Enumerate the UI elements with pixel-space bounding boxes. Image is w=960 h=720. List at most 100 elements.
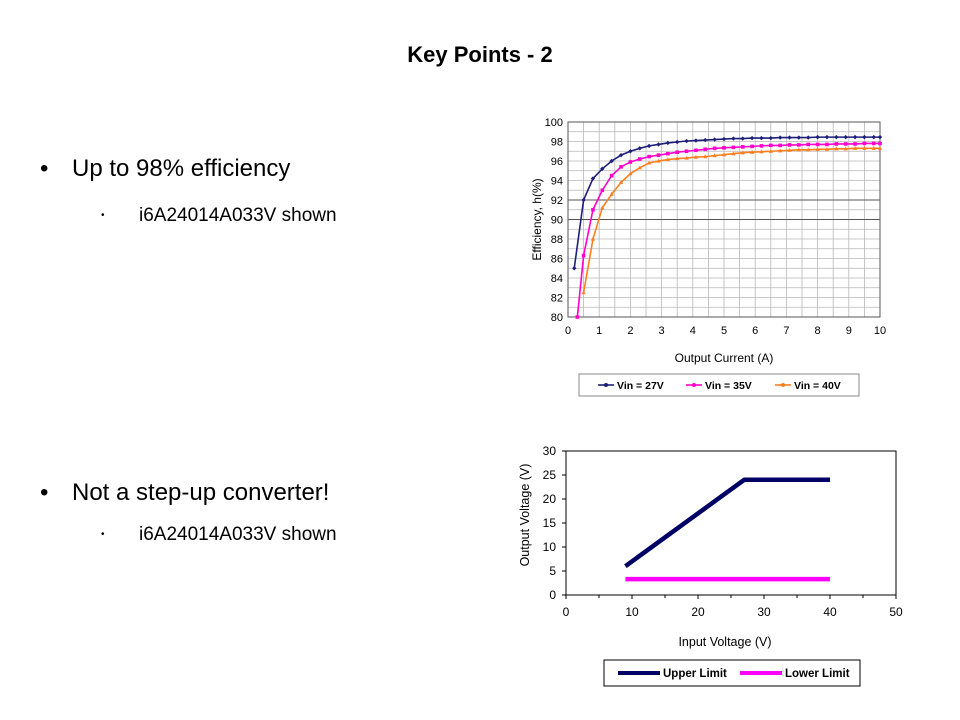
bullet-efficiency: • Up to 98% efficiency [40, 155, 290, 183]
data-point [797, 143, 801, 147]
series-line-3 [582, 147, 880, 293]
data-point [581, 197, 586, 203]
data-point [787, 143, 792, 147]
legend-box [578, 373, 860, 397]
data-point [600, 188, 605, 193]
data-point [824, 134, 830, 140]
sub-bullet-text: i6A24014A033V shown [139, 205, 337, 226]
x-tick-label: 0 [565, 325, 571, 337]
slide-title: Key Points - 2 [407, 42, 553, 67]
legend-marker [692, 383, 696, 387]
data-point [665, 157, 670, 162]
data-point [628, 149, 633, 154]
x-tick-label: 50 [889, 605, 903, 619]
data-point [712, 153, 717, 158]
bullet-text: Not a step-up converter! [72, 479, 330, 506]
bullet-dot: • [40, 155, 49, 182]
legend-label: Lower Limit [785, 668, 850, 680]
data-point [731, 145, 736, 150]
data-point [740, 150, 745, 155]
y-tick-label: 86 [551, 254, 563, 266]
data-point [731, 151, 736, 156]
y-tick-label: 15 [543, 516, 557, 530]
series-line-1 [624, 477, 830, 569]
data-point [871, 141, 876, 146]
x-tick-label: 7 [783, 325, 789, 337]
data-point [675, 156, 680, 161]
data-point [600, 166, 605, 171]
data-point [609, 173, 614, 178]
data-point [778, 143, 782, 148]
y-tick-label: 98 [551, 137, 563, 149]
legend-marker [781, 383, 785, 387]
data-point [862, 141, 867, 146]
y-tick-label: 84 [551, 273, 563, 285]
bullet-dot: • [101, 210, 105, 222]
x-tick-label: 1 [596, 325, 602, 337]
data-point [656, 153, 661, 157]
data-point [721, 152, 727, 157]
data-point [843, 134, 848, 140]
x-axis-label: Input Voltage (V) [678, 635, 771, 649]
data-point [750, 144, 754, 149]
sub-bullet-text: i6A24014A033V shown [139, 524, 337, 545]
data-point [628, 160, 633, 164]
data-point [637, 146, 642, 151]
plot-frame [565, 450, 897, 596]
data-point [590, 236, 596, 241]
sub-bullet-model: • i6A24014A033V shown [101, 205, 337, 227]
y-tick-label: 20 [543, 492, 557, 506]
data-point [749, 135, 755, 141]
sub-bullet-model: • i6A24014A033V shown [101, 524, 337, 546]
data-point [871, 134, 876, 140]
data-point [609, 191, 614, 196]
y-tick-label: 100 [545, 117, 563, 129]
data-point [796, 135, 802, 140]
y-tick-label: 92 [551, 195, 563, 207]
y-axis-label: Efficiency, h(%) [530, 178, 544, 260]
data-point [862, 134, 867, 140]
x-tick-label: 8 [815, 325, 821, 337]
data-point [796, 147, 801, 152]
data-point [693, 138, 699, 143]
x-tick-label: 6 [752, 325, 758, 337]
data-point [600, 205, 605, 210]
data-point [722, 146, 726, 150]
x-tick-label: 2 [627, 325, 633, 337]
data-point [703, 137, 708, 143]
data-point [575, 315, 580, 319]
data-point [815, 134, 820, 140]
legend-label: Vin = 40V [794, 380, 841, 392]
data-point [806, 142, 811, 147]
data-point [843, 142, 848, 146]
bullet-dot: • [101, 529, 105, 541]
legend-marker [604, 383, 608, 387]
data-point [618, 180, 624, 185]
data-point [824, 147, 830, 151]
data-point [703, 154, 708, 159]
data-point [806, 147, 811, 152]
bullet-dot: • [40, 479, 49, 506]
x-tick-label: 40 [823, 605, 837, 619]
bullet-not-step-up: • Not a step-up converter! [40, 479, 329, 507]
data-point [825, 142, 829, 147]
data-point [759, 149, 764, 154]
data-point [581, 290, 586, 295]
data-point [843, 146, 848, 151]
data-point [815, 147, 820, 151]
data-point [878, 141, 882, 146]
y-tick-label: 80 [551, 312, 563, 324]
y-tick-label: 88 [551, 234, 563, 246]
data-point [777, 135, 783, 140]
data-point [778, 148, 783, 153]
data-point [703, 147, 708, 152]
data-point [591, 207, 595, 212]
data-point [759, 144, 764, 148]
x-tick-label: 10 [625, 605, 639, 619]
data-point [665, 140, 671, 146]
data-point [684, 155, 689, 160]
data-point [768, 148, 773, 153]
data-point [694, 148, 698, 153]
series-line-2 [576, 142, 880, 318]
